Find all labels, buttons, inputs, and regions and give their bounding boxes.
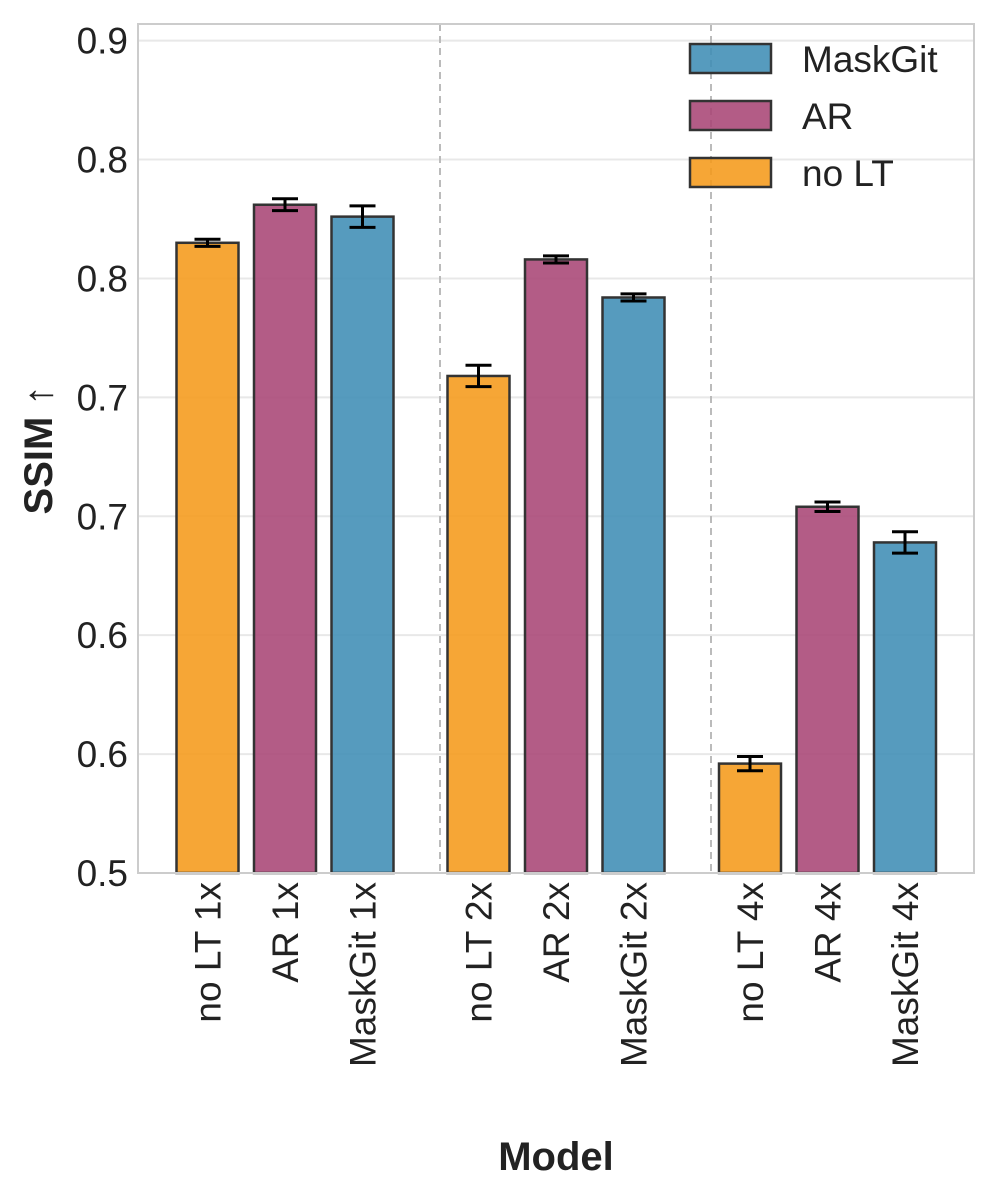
legend: MaskGit AR no LT: [688, 39, 938, 194]
x-tick-label: MaskGit 1x: [343, 882, 384, 1068]
error-bars: [194, 197, 918, 773]
legend-swatch: [688, 156, 773, 189]
legend-label: MaskGit: [802, 39, 938, 80]
y-tick-label: 0.7: [77, 377, 128, 418]
y-axis-label: SSIM ↑: [17, 386, 61, 515]
legend-label: no LT: [802, 153, 894, 194]
bar-no-lt-4x: [717, 762, 783, 875]
bar-no-lt-1x: [175, 241, 240, 875]
y-tick-label: 0.5: [77, 853, 128, 894]
y-tick-label: 0.8: [77, 258, 128, 299]
x-tick-label: no LT 4x: [730, 882, 771, 1023]
legend-label: AR: [802, 96, 853, 137]
legend-swatch: [688, 42, 773, 75]
y-tick-label: 0.8: [77, 140, 128, 181]
y-tick-label: 0.7: [77, 496, 128, 537]
bar-no-lt-2x: [446, 374, 511, 875]
y-tick-label: 0.9: [77, 21, 128, 62]
bar-maskgit-2x: [601, 296, 666, 875]
group-separators: [439, 24, 712, 873]
bar-maskgit-1x: [330, 215, 395, 875]
bar-ar-1x: [252, 203, 318, 875]
x-tick-label: no LT 1x: [188, 882, 229, 1023]
x-tick-label: AR 2x: [536, 882, 577, 983]
x-tick-label: AR 4x: [808, 882, 849, 983]
x-axis-label: Model: [498, 1135, 614, 1179]
y-tick-label: 0.6: [77, 734, 128, 775]
x-tick-label: MaskGit 4x: [885, 882, 926, 1068]
y-tick-labels: 0.5 0.6 0.6 0.7 0.7 0.8 0.8 0.9: [77, 21, 128, 894]
x-tick-label: MaskGit 2x: [614, 882, 655, 1068]
bar-maskgit-4x: [872, 541, 938, 875]
legend-swatch: [688, 99, 773, 132]
x-tick-label: no LT 2x: [459, 882, 500, 1023]
x-tick-label: AR 1x: [265, 882, 306, 983]
x-tick-labels: no LT 1x AR 1x MaskGit 1x no LT 2x AR 2x Mask…: [188, 882, 927, 1068]
y-tick-label: 0.6: [77, 615, 128, 656]
bars: [175, 203, 938, 875]
bar-ar-2x: [523, 258, 589, 875]
bar-ar-4x: [795, 505, 860, 875]
plot-frame: [137, 23, 975, 874]
